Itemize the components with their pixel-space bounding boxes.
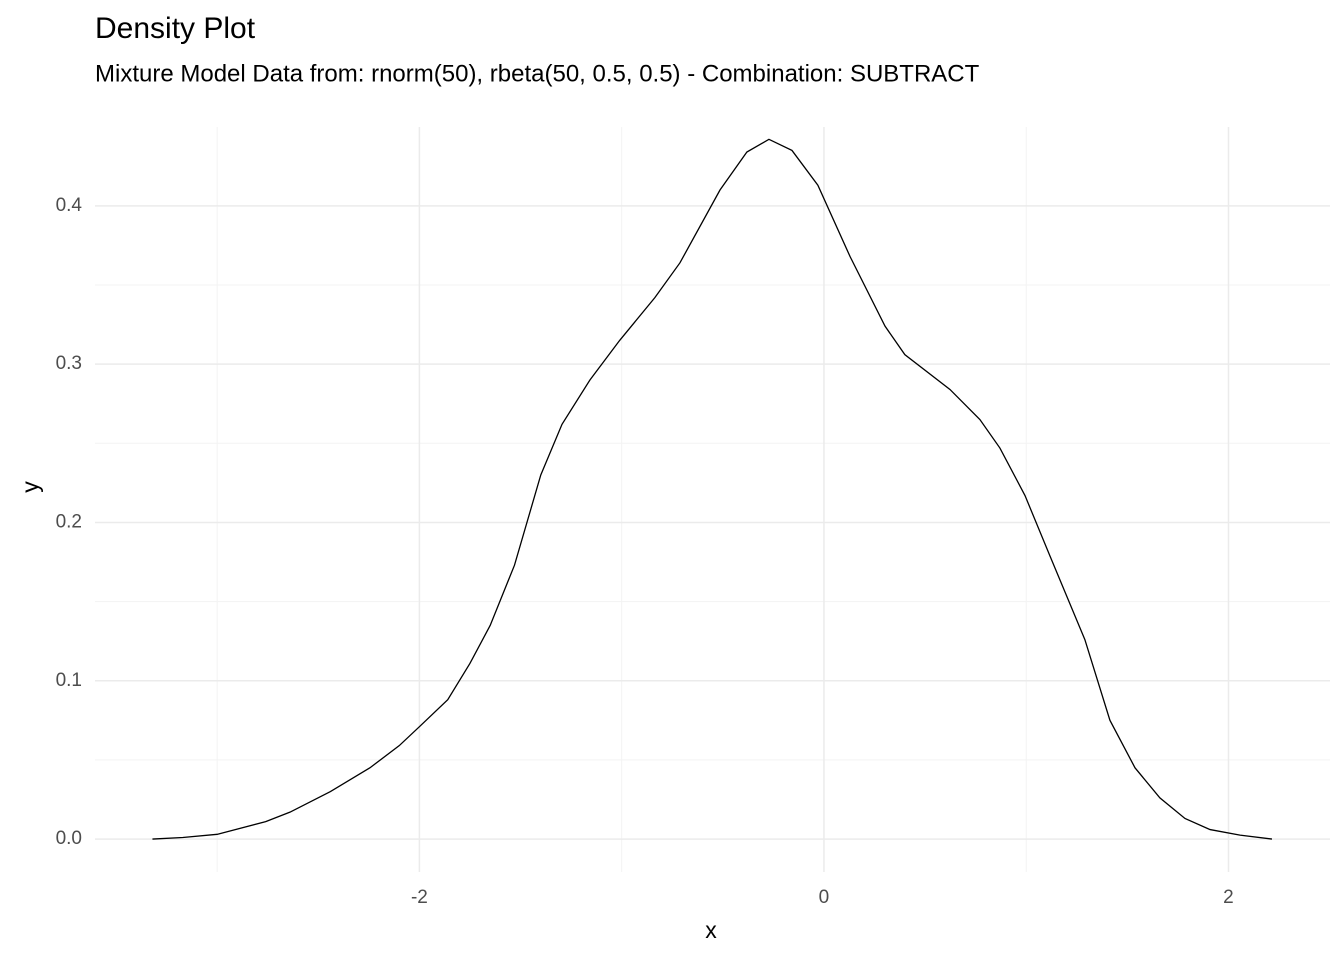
x-tick-label: 2 xyxy=(1223,887,1234,908)
y-tick-label: 0.4 xyxy=(56,195,83,216)
y-tick-label: 0.0 xyxy=(56,828,82,849)
y-tick-label: 0.2 xyxy=(56,511,82,532)
x-tick-label: -2 xyxy=(411,887,428,908)
y-tick-label: 0.3 xyxy=(56,353,82,374)
y-tick-label: 0.1 xyxy=(56,670,82,691)
x-axis-title: x xyxy=(705,917,717,943)
chart-subtitle: Mixture Model Data from: rnorm(50), rbet… xyxy=(95,60,980,87)
density-line xyxy=(152,138,1273,840)
y-axis-title: y xyxy=(17,481,43,493)
chart-title: Density Plot xyxy=(95,12,256,45)
x-tick-label: 0 xyxy=(819,887,830,908)
